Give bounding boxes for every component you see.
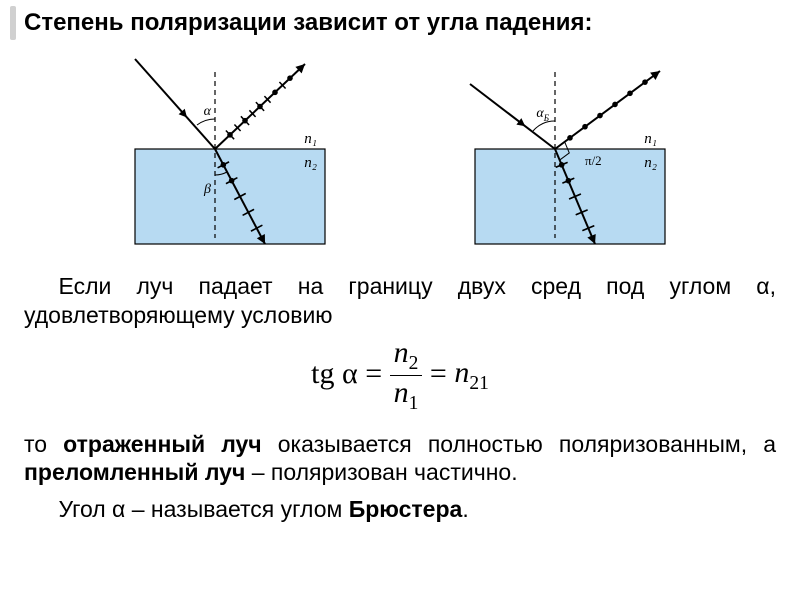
svg-text:n₂: n₂ [644, 155, 657, 171]
svg-text:π/2: π/2 [585, 153, 602, 168]
svg-text:n₁: n₁ [644, 131, 657, 147]
diagram-brewster-angle: n₁ n₂ π/2 αБ [445, 54, 695, 254]
diagrams-row: n₁ n₂ α β n₁ n₂ π/2 αБ [0, 54, 800, 254]
diagram-partial-polarization: n₁ n₂ α β [105, 54, 355, 254]
brewster-formula: tg α = n2 n1 = n21 [0, 338, 800, 414]
svg-text:αБ: αБ [536, 106, 549, 123]
svg-text:n₁: n₁ [304, 131, 317, 147]
paragraph-result: то отраженный луч оказывается полностью … [0, 430, 800, 488]
page-title: Степень поляризации зависит от угла паде… [24, 9, 592, 37]
svg-text:β: β [203, 182, 211, 197]
svg-text:α: α [204, 104, 212, 119]
paragraph-condition: Если луч падает на границу двух сред под… [0, 272, 800, 330]
decorative-badge [10, 6, 16, 40]
paragraph-brewster-name: Угол α – называется углом Брюстера. [0, 495, 800, 524]
formula-lhs: tg α [311, 356, 358, 389]
formula-fraction: n2 n1 [390, 338, 423, 414]
svg-text:n₂: n₂ [304, 155, 317, 171]
